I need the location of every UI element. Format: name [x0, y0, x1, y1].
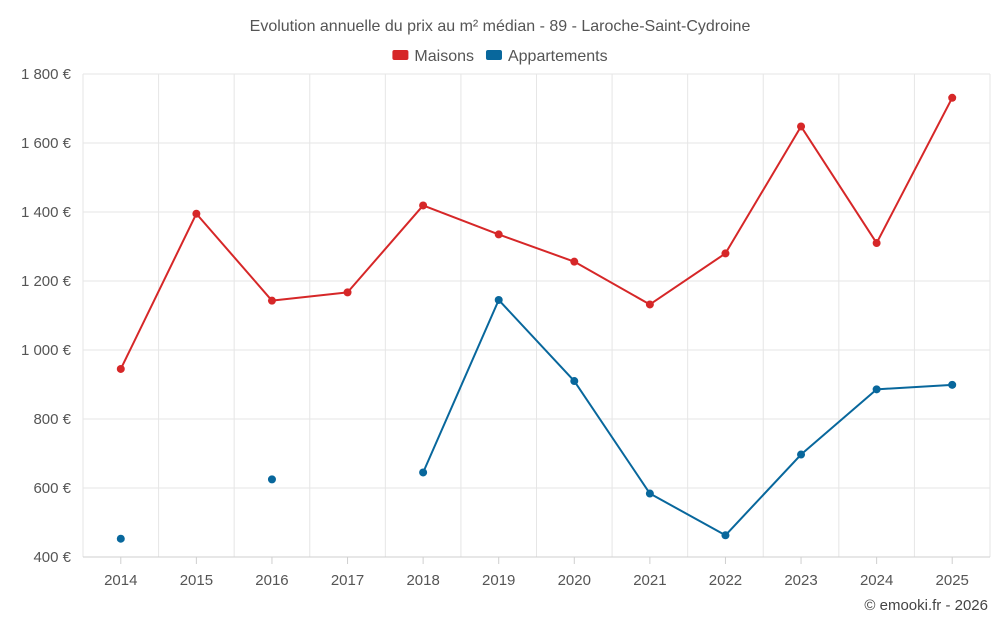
- data-point-appartements-2024[interactable]: [872, 385, 881, 394]
- data-point-maisons-2022[interactable]: [721, 249, 730, 258]
- y-tick-label: 600 €: [33, 480, 71, 497]
- x-tick-label: 2022: [709, 572, 742, 589]
- data-point-maisons-2016[interactable]: [267, 296, 276, 305]
- x-axis: 2014 2015 2016 2017 2018 2019 2020 2021 2022 2023…: [104, 557, 969, 589]
- data-point-appartements-2014[interactable]: [116, 534, 125, 543]
- series-appartements: [116, 295, 957, 543]
- y-tick-label: 400 €: [33, 549, 71, 566]
- data-point-appartements-2025[interactable]: [948, 380, 957, 389]
- x-tick-label: 2016: [255, 572, 288, 589]
- credit-text: © emooki.fr - 2026: [864, 597, 988, 614]
- series-line-appartements: [422, 298, 953, 537]
- data-point-maisons-2023[interactable]: [797, 122, 806, 131]
- legend-label-maisons: Maisons: [414, 48, 474, 65]
- x-tick-label: 2024: [860, 572, 893, 589]
- x-tick-label: 2023: [784, 572, 817, 589]
- legend-swatch-maisons: [392, 50, 409, 60]
- data-point-maisons-2019[interactable]: [494, 230, 503, 239]
- data-point-appartements-2022[interactable]: [721, 531, 730, 540]
- data-point-appartements-2021[interactable]: [645, 489, 654, 498]
- y-axis: 400 € 600 € 800 € 1 000 € 1 200 € 1 400 € 1 60…: [21, 66, 72, 566]
- data-point-maisons-2015[interactable]: [192, 209, 201, 218]
- data-point-maisons-2017[interactable]: [343, 288, 352, 297]
- y-tick-label: 1 000 €: [21, 342, 72, 359]
- data-point-appartements-2020[interactable]: [570, 377, 579, 386]
- x-tick-label: 2014: [104, 572, 137, 589]
- x-tick-label: 2018: [406, 572, 439, 589]
- legend: Maisons Appartements: [392, 48, 608, 65]
- y-tick-label: 1 400 €: [21, 204, 72, 221]
- data-point-maisons-2014[interactable]: [116, 364, 125, 373]
- x-tick-label: 2021: [633, 572, 666, 589]
- legend-item-maisons[interactable]: Maisons: [392, 48, 474, 65]
- data-point-appartements-2016[interactable]: [267, 475, 276, 484]
- data-point-appartements-2018[interactable]: [419, 468, 428, 477]
- y-tick-label: 800 €: [33, 411, 71, 428]
- x-tick-label: 2020: [558, 572, 591, 589]
- series-line-maisons: [119, 97, 954, 370]
- y-tick-label: 1 800 €: [21, 66, 72, 83]
- x-tick-label: 2015: [180, 572, 213, 589]
- data-point-appartements-2019[interactable]: [494, 295, 503, 304]
- data-point-maisons-2024[interactable]: [872, 239, 881, 248]
- x-tick-label: 2019: [482, 572, 515, 589]
- y-tick-label: 1 600 €: [21, 135, 72, 152]
- data-point-maisons-2018[interactable]: [419, 201, 428, 210]
- y-tick-label: 1 200 €: [21, 273, 72, 290]
- data-point-maisons-2025[interactable]: [948, 93, 957, 102]
- legend-label-appartements: Appartements: [508, 48, 608, 65]
- chart-title: Evolution annuelle du prix au m² médian …: [250, 18, 751, 35]
- legend-item-appartements[interactable]: Appartements: [485, 48, 608, 65]
- series-maisons: [116, 93, 957, 373]
- data-point-maisons-2020[interactable]: [570, 257, 579, 266]
- data-point-maisons-2021[interactable]: [645, 300, 654, 309]
- x-tick-label: 2017: [331, 572, 364, 589]
- x-tick-label: 2025: [936, 572, 969, 589]
- series-layer: [116, 93, 957, 543]
- grid: [82, 73, 991, 558]
- data-point-appartements-2023[interactable]: [797, 450, 806, 459]
- legend-swatch-appartements: [485, 50, 502, 60]
